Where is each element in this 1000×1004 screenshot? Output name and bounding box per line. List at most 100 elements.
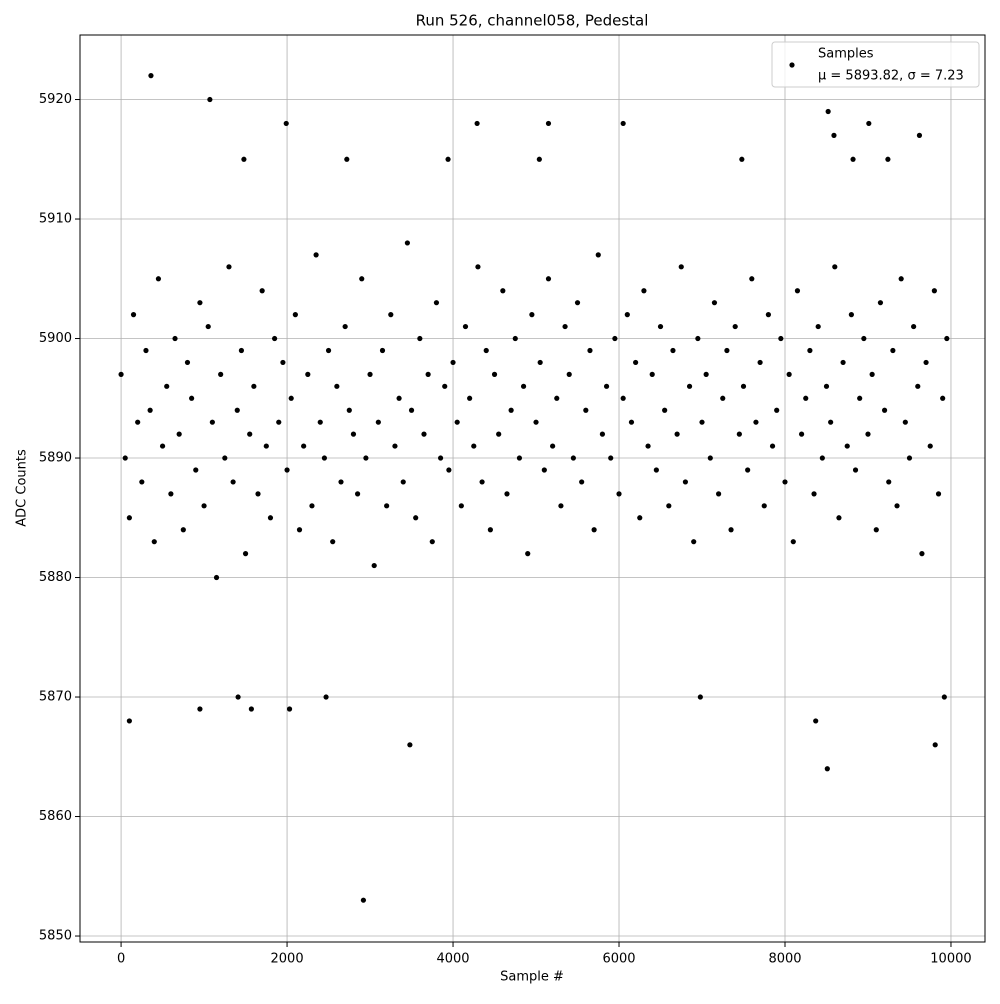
point <box>807 347 813 354</box>
point <box>445 156 451 162</box>
point <box>218 371 224 377</box>
point <box>944 335 950 342</box>
point <box>197 706 203 712</box>
point <box>620 395 626 401</box>
point <box>180 527 186 533</box>
point <box>823 383 830 389</box>
point <box>670 347 676 354</box>
point <box>404 240 410 246</box>
point <box>151 539 157 545</box>
point <box>255 491 261 497</box>
point <box>234 407 240 413</box>
point <box>301 443 307 449</box>
point <box>686 383 693 389</box>
point <box>504 491 510 497</box>
point <box>550 443 556 449</box>
point <box>338 479 344 485</box>
point <box>720 395 726 401</box>
point <box>283 120 289 127</box>
point <box>280 359 286 366</box>
point <box>919 551 925 557</box>
point <box>479 479 485 485</box>
point <box>296 527 303 533</box>
point <box>786 371 792 377</box>
point <box>906 455 913 461</box>
point <box>852 467 859 473</box>
point <box>911 323 917 330</box>
y-tick-label: 5880 <box>39 570 72 585</box>
axes-frame <box>79 34 986 943</box>
point <box>778 335 784 342</box>
point <box>408 407 415 413</box>
point <box>222 455 228 461</box>
point <box>591 527 597 533</box>
point <box>678 264 684 270</box>
point <box>753 419 759 425</box>
point <box>657 323 664 330</box>
point <box>317 419 323 425</box>
point <box>247 431 253 437</box>
point <box>330 539 336 545</box>
point <box>666 503 672 509</box>
point <box>682 479 689 485</box>
x-tick-label: 0 <box>117 952 125 967</box>
point <box>699 419 705 425</box>
point <box>367 371 373 377</box>
point <box>790 539 796 545</box>
point <box>724 347 730 354</box>
point <box>193 467 199 473</box>
point <box>749 276 755 282</box>
point <box>628 419 635 425</box>
point <box>474 120 480 127</box>
point <box>931 288 937 294</box>
point <box>533 419 539 425</box>
point <box>927 443 933 449</box>
y-tick-label: 5910 <box>39 212 72 227</box>
point <box>824 766 830 772</box>
point <box>562 323 568 330</box>
point <box>267 515 274 521</box>
point <box>695 335 701 342</box>
point <box>197 300 203 306</box>
point <box>815 323 821 330</box>
point <box>624 312 630 318</box>
point <box>450 359 456 366</box>
point <box>230 479 236 485</box>
point <box>757 359 763 366</box>
point <box>276 419 282 425</box>
point <box>263 443 269 449</box>
point <box>148 73 154 79</box>
point <box>558 503 564 509</box>
point <box>898 276 904 282</box>
point <box>159 443 166 449</box>
point <box>417 335 423 342</box>
point <box>798 431 805 437</box>
point <box>442 383 448 389</box>
point <box>164 383 170 389</box>
point <box>940 395 946 401</box>
y-tick-label: 5860 <box>39 809 72 824</box>
point <box>139 479 145 485</box>
point <box>603 383 610 389</box>
point <box>881 407 888 413</box>
point <box>388 312 394 318</box>
point <box>574 300 581 306</box>
point <box>890 347 896 354</box>
point <box>840 359 846 366</box>
point <box>213 574 220 581</box>
point <box>292 312 298 318</box>
point <box>525 551 531 557</box>
point <box>323 694 329 700</box>
legend-box <box>771 41 980 88</box>
point <box>500 288 506 294</box>
point <box>736 431 742 437</box>
point <box>765 312 771 318</box>
point <box>703 371 709 377</box>
point <box>583 407 589 413</box>
point <box>662 407 668 413</box>
point <box>599 431 606 437</box>
point <box>811 491 817 497</box>
point <box>251 383 257 389</box>
point <box>769 443 776 449</box>
point <box>728 527 734 533</box>
